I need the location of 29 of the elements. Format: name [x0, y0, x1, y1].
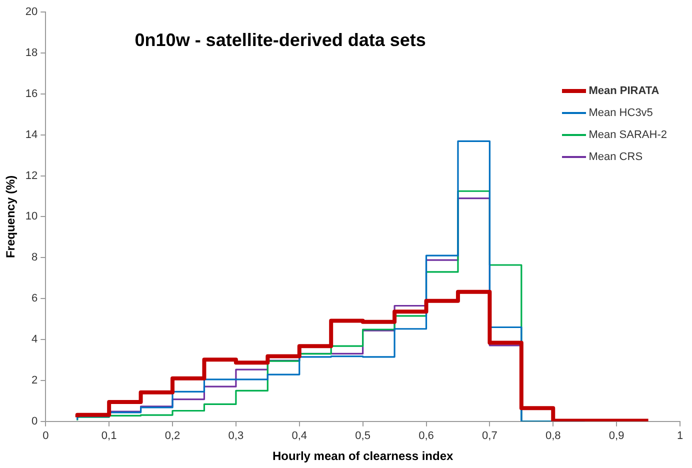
x-tick-label: 0,5 [355, 430, 370, 442]
y-tick-label: 18 [25, 46, 38, 59]
legend-label: Mean SARAH-2 [588, 129, 667, 141]
x-tick-label: 0,3 [228, 430, 244, 442]
y-tick-label: 20 [25, 6, 38, 18]
x-tick-label: 0 [42, 430, 49, 442]
legend-label: Mean HC3v5 [588, 107, 653, 119]
x-tick-label: 0,1 [101, 430, 117, 442]
y-tick-label: 0 [32, 415, 38, 428]
legend-label: Mean CRS [588, 151, 643, 163]
y-tick-label: 12 [25, 170, 38, 182]
y-tick-label: 16 [25, 88, 38, 100]
x-tick-label: 0,2 [164, 430, 180, 442]
x-tick-label: 0,4 [292, 430, 308, 442]
y-axis-title: Frequency (%) [4, 175, 18, 258]
x-tick-label: 1 [676, 430, 684, 442]
y-tick-label: 14 [25, 128, 38, 141]
x-axis-title: Hourly mean of clearness index [272, 449, 454, 464]
y-tick-label: 10 [25, 210, 38, 223]
y-tick-label: 4 [32, 334, 38, 346]
legend-label: Mean PIRATA [588, 85, 660, 97]
y-tick-label: 2 [32, 374, 38, 386]
y-tick-label: 6 [32, 292, 38, 305]
x-tick-label: 0,9 [608, 430, 624, 442]
x-tick-label: 0,8 [545, 430, 561, 442]
text: 0n10w - satellite-derived data sets [134, 30, 426, 50]
y-tick-label: 8 [32, 252, 38, 264]
x-tick-label: 0,7 [482, 430, 498, 442]
x-tick-label: 0,6 [418, 430, 434, 442]
